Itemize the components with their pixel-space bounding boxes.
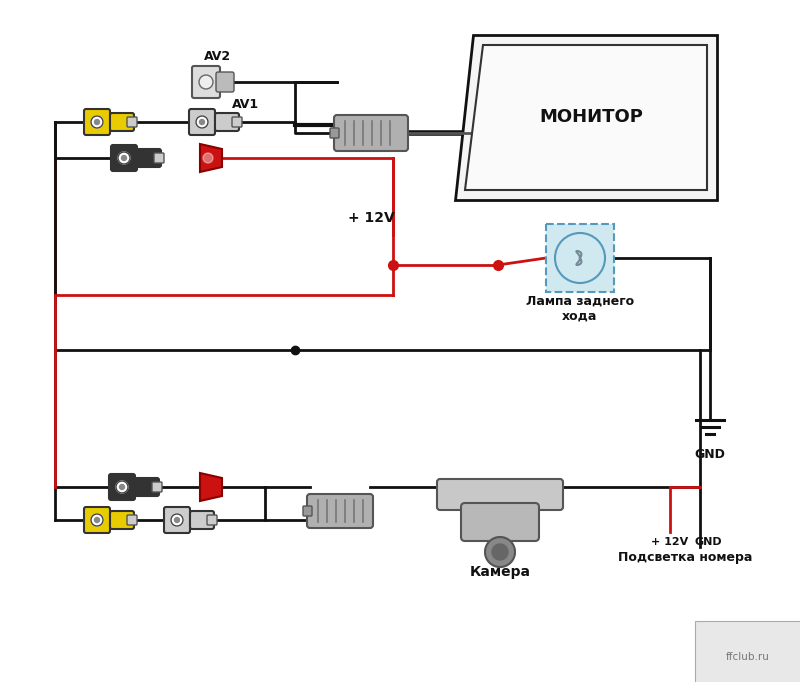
FancyBboxPatch shape (334, 115, 408, 151)
Circle shape (174, 518, 179, 522)
Circle shape (199, 119, 205, 125)
FancyBboxPatch shape (189, 109, 215, 135)
Circle shape (94, 119, 99, 125)
Circle shape (555, 233, 605, 283)
Circle shape (196, 116, 208, 128)
FancyBboxPatch shape (307, 494, 373, 528)
Polygon shape (546, 224, 614, 292)
Polygon shape (465, 45, 707, 190)
FancyBboxPatch shape (437, 479, 563, 510)
FancyBboxPatch shape (330, 128, 339, 138)
Circle shape (91, 116, 103, 128)
Text: + 12V: + 12V (348, 211, 394, 225)
FancyBboxPatch shape (207, 515, 217, 525)
FancyBboxPatch shape (192, 66, 220, 98)
FancyBboxPatch shape (303, 506, 312, 516)
Circle shape (485, 537, 515, 567)
Circle shape (94, 518, 99, 522)
Circle shape (171, 514, 183, 526)
Text: МОНИТОР: МОНИТОР (539, 108, 643, 126)
Text: Камера: Камера (470, 565, 530, 579)
Circle shape (116, 481, 128, 493)
FancyBboxPatch shape (190, 511, 214, 529)
FancyBboxPatch shape (152, 482, 162, 492)
FancyBboxPatch shape (127, 515, 137, 525)
FancyBboxPatch shape (461, 503, 539, 541)
FancyBboxPatch shape (110, 511, 134, 529)
FancyBboxPatch shape (215, 113, 239, 131)
Text: GND: GND (694, 448, 726, 461)
Circle shape (118, 152, 130, 164)
Text: GND: GND (694, 537, 722, 547)
FancyBboxPatch shape (111, 145, 137, 171)
FancyBboxPatch shape (164, 507, 190, 533)
Text: Подсветка номера: Подсветка номера (618, 550, 752, 563)
FancyBboxPatch shape (110, 113, 134, 131)
Circle shape (203, 153, 213, 163)
Text: ffclub.ru: ffclub.ru (726, 652, 770, 662)
FancyBboxPatch shape (232, 117, 242, 127)
Circle shape (119, 484, 125, 490)
FancyBboxPatch shape (216, 72, 234, 92)
Text: + 12V: + 12V (651, 537, 689, 547)
FancyBboxPatch shape (84, 507, 110, 533)
Circle shape (492, 544, 508, 560)
FancyBboxPatch shape (154, 153, 164, 163)
Circle shape (122, 155, 126, 160)
Circle shape (91, 514, 103, 526)
FancyBboxPatch shape (84, 109, 110, 135)
Circle shape (199, 75, 213, 89)
FancyBboxPatch shape (137, 149, 161, 167)
Polygon shape (200, 473, 222, 501)
Polygon shape (200, 144, 222, 172)
Text: Лампа заднего
хода: Лампа заднего хода (526, 295, 634, 323)
FancyBboxPatch shape (109, 474, 135, 500)
Text: AV1: AV1 (231, 98, 258, 110)
FancyBboxPatch shape (135, 478, 159, 496)
Text: AV2: AV2 (205, 50, 231, 63)
FancyBboxPatch shape (127, 117, 137, 127)
Polygon shape (455, 35, 717, 200)
